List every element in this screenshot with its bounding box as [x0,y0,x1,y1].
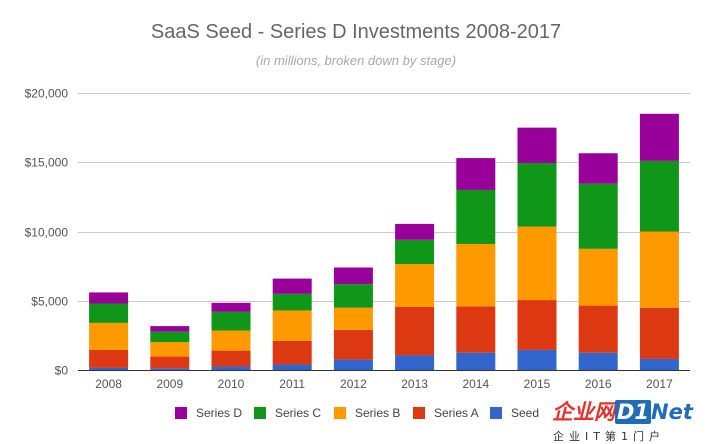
legend-swatch [334,407,346,419]
bar-segment-seed [578,352,618,370]
bar-segment-series-b [150,342,190,357]
x-tick-label: 2009 [156,377,183,391]
bar-segment-series-a [211,350,251,367]
bar-segment-seed [333,359,373,370]
bar-segment-seed [89,367,129,370]
legend-label: Series C [275,406,321,420]
bar-segment-series-b [456,243,496,307]
bar-segment-series-c [395,239,435,265]
bar-segment-series-b [578,248,618,306]
bar-segment-seed [517,349,557,370]
bar-segment-series-d [395,223,435,240]
watermark-logo: 企业网D1Net 企业IT第1门户 [552,398,712,443]
bar-segment-series-c [456,189,496,244]
legend-swatch [254,407,266,419]
bar-segment-seed [456,352,496,370]
watermark-cn-text: 企业网 [552,400,615,424]
bar-segment-series-a [150,356,190,369]
bar-segment-series-a [456,306,496,353]
y-tick-label: $10,000 [25,226,69,240]
y-tick-label: $0 [55,364,69,378]
bar-segment-seed [639,358,679,370]
legend-swatch [490,407,502,419]
bar-segment-series-a [517,300,557,350]
bar-segment-series-b [272,310,312,341]
bar-segment-series-d [456,158,496,190]
bar-segment-series-c [333,284,373,308]
legend-label: Seed [511,406,539,420]
bar-segment-series-a [333,329,373,360]
bar-segment-series-a [639,307,679,359]
bar-segment-series-d [272,278,312,294]
y-tick-label: $20,000 [25,87,69,101]
bar-segment-series-c [211,311,251,331]
chart-title: SaaS Seed - Series D Investments 2008-20… [150,21,562,43]
bar-segment-series-c [639,160,679,232]
bar-segment-series-a [272,340,312,365]
bar-segment-series-c [517,162,557,227]
legend-swatch [413,407,425,419]
bar-segment-seed [272,364,312,370]
bar-segment-series-d [639,113,679,161]
bar-segment-series-b [211,330,251,351]
bar-segment-series-d [150,326,190,332]
legend-label: Series D [196,406,242,420]
bar-segment-series-a [578,305,618,353]
bar-segment-seed [211,366,251,370]
bars [89,113,679,370]
legend-swatch [175,407,187,419]
x-axis: 2008 2009 2010 2011 2012 2013 2014 2015 2016 2017 [95,377,673,391]
bar-segment-series-a [89,349,129,368]
chart-subtitle: (in millions, broken down by stage) [255,53,457,68]
x-tick-label: 2010 [218,377,245,391]
legend-label: Series A [434,406,479,420]
bar-segment-series-b [395,264,435,307]
x-tick-label: 2016 [585,377,612,391]
x-tick-label: 2008 [95,377,122,391]
x-tick-label: 2011 [279,377,305,391]
bar-segment-series-c [578,183,618,249]
bar-segment-series-b [333,307,373,330]
y-tick-label: $5,000 [31,295,68,309]
legend: Series D Series C Series B Series A Seed [175,406,539,420]
watermark-main-text: 企业网D1Net [552,400,693,424]
legend-label: Series B [355,406,400,420]
x-tick-label: 2012 [340,377,367,391]
y-tick-label: $15,000 [25,156,69,170]
bar-segment-series-c [150,331,190,343]
bar-segment-series-d [211,302,251,312]
bar-segment-series-b [639,231,679,308]
x-tick-label: 2015 [524,377,551,391]
watermark-di-text: D1 [615,400,652,424]
bar-segment-series-d [333,267,373,285]
bar-segment-series-d [578,153,618,184]
bar-segment-seed [150,368,190,370]
watermark-net-text: Net [651,400,693,424]
x-tick-label: 2014 [462,377,489,391]
bar-segment-series-c [272,293,312,311]
bar-segment-seed [395,355,435,370]
bar-segment-series-c [89,303,129,323]
x-tick-label: 2013 [401,377,428,391]
bar-segment-series-b [89,322,129,350]
x-tick-label: 2017 [646,377,673,391]
y-axis: $0 $5,000 $10,000 $15,000 $20,000 [25,87,69,378]
bar-segment-series-b [517,226,557,301]
watermark-sub-text: 企业IT第1门户 [553,430,665,443]
bar-segment-series-d [517,127,557,163]
bar-segment-series-d [89,292,129,304]
bar-segment-series-a [395,306,435,356]
